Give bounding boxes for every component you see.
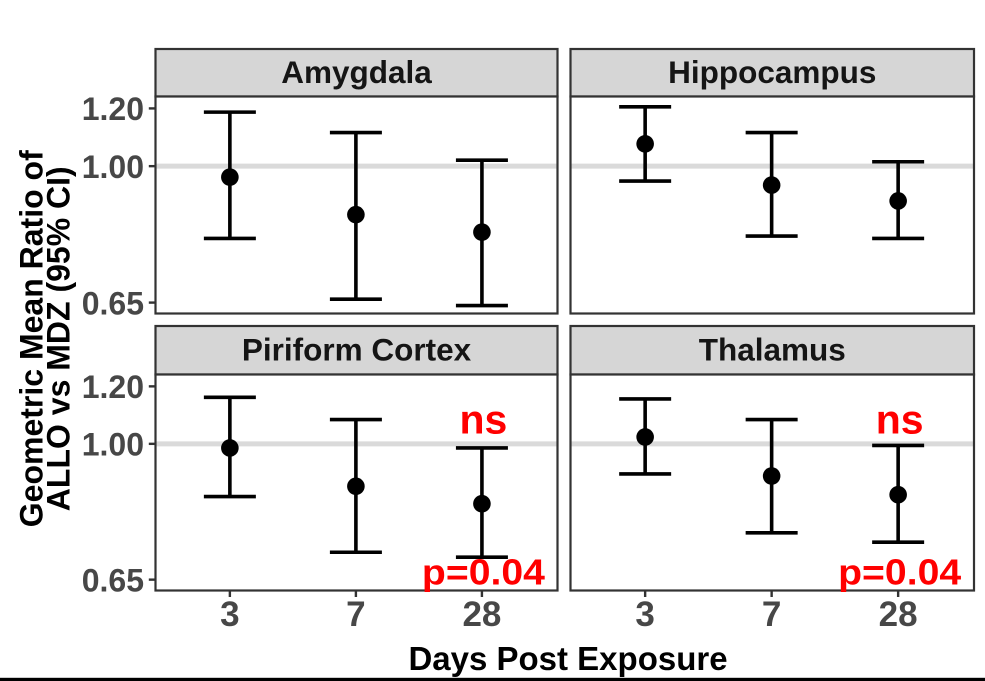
pointrange-day-7 — [745, 417, 798, 535]
y-tick-label: 1.00 — [82, 427, 144, 463]
pointrange-day-7 — [745, 130, 798, 238]
facet-panel-border — [569, 95, 976, 315]
facet-strip — [154, 47, 559, 98]
point-estimate — [762, 176, 781, 194]
facet-strip — [154, 324, 559, 376]
annotation-ns: ns — [876, 396, 924, 442]
pointrange-day-3 — [619, 397, 672, 476]
x-tick-label: 7 — [762, 595, 781, 634]
point-estimate — [221, 439, 239, 457]
pointrange-day-28 — [455, 446, 508, 559]
x-tick-label: 3 — [220, 595, 239, 634]
bottom-border-bar — [0, 677, 985, 681]
point-estimate — [347, 477, 365, 496]
pointrange-day-28 — [872, 443, 925, 544]
facet-strip-label: Hippocampus — [668, 54, 876, 90]
facet-strip-label: Thalamus — [699, 332, 846, 368]
pointrange-day-7 — [329, 130, 382, 302]
pointrange-day-3 — [203, 110, 256, 241]
point-estimate — [473, 494, 491, 513]
facet-amygdala: Amygdala 1.20 1.00 0.65 — [82, 47, 559, 321]
x-tick-label: 7 — [346, 595, 365, 634]
annotation-ns: ns — [459, 396, 507, 442]
facet-strip-label: Amygdala — [281, 54, 432, 90]
point-estimate — [762, 467, 781, 485]
point-estimate — [636, 135, 654, 153]
point-estimate — [636, 428, 654, 446]
point-estimate — [221, 168, 239, 186]
pointrange-day-3 — [203, 395, 256, 499]
x-axis-title: Days Post Exposure — [408, 640, 727, 677]
facet-hippocampus: Hippocampus — [569, 47, 976, 315]
point-estimate — [347, 205, 365, 224]
point-estimate — [889, 485, 907, 504]
pointrange-day-7 — [329, 417, 382, 555]
annotation-p-value: p=0.04 — [422, 552, 545, 593]
pointrange-day-28 — [455, 158, 508, 308]
pointrange-day-28 — [872, 159, 925, 241]
facet-panel-border — [154, 95, 559, 315]
y-axis-title-line1: Geometric Mean Ratio of — [14, 150, 50, 527]
y-tick-label: 0.65 — [82, 562, 144, 598]
x-tick-label: 3 — [635, 595, 654, 634]
y-tick-label: 1.20 — [82, 91, 144, 127]
point-estimate — [473, 223, 491, 241]
facet-strip-label: Piriform Cortex — [242, 332, 472, 368]
point-estimate — [889, 192, 907, 210]
pointrange-day-3 — [619, 105, 672, 183]
facet-piriform-cortex: Piriform Cortex 1.20 1.00 0.65 3 7 28 ns p=0.04 — [82, 324, 559, 634]
facet-thalamus: Thalamus 3 7 28 ns p=0.04 — [569, 324, 976, 634]
y-axis-title-line2: ALLO vs MDZ (95% CI) — [41, 166, 77, 511]
y-tick-label: 1.00 — [82, 149, 144, 185]
y-tick-label: 1.20 — [82, 369, 144, 405]
annotation-p-value: p=0.04 — [838, 552, 961, 593]
x-tick-label: 28 — [879, 595, 918, 634]
x-tick-label: 28 — [462, 595, 501, 634]
y-tick-label: 0.65 — [82, 285, 144, 321]
